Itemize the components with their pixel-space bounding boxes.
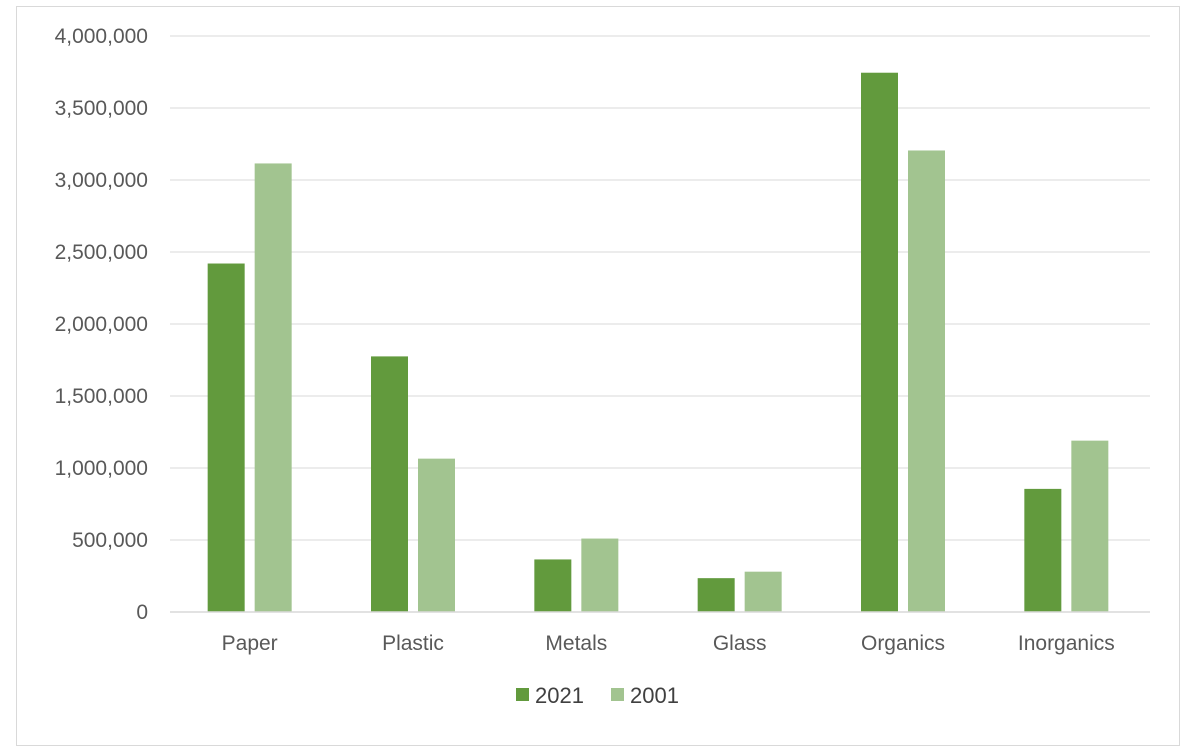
bar-organics-2021 <box>861 72 898 613</box>
legend-swatch-2001 <box>611 688 624 701</box>
bar-plastic-2021 <box>371 356 408 612</box>
bar-glass-2001 <box>744 571 782 612</box>
bar-paper-2001 <box>254 163 292 612</box>
x-category-label: Metals <box>545 632 607 655</box>
bar-metals-2001 <box>581 538 619 612</box>
bar-metals-2021 <box>534 559 572 612</box>
x-category-label: Organics <box>861 632 945 655</box>
y-tick-label: 2,500,000 <box>55 241 148 264</box>
x-category-label: Inorganics <box>1018 632 1115 655</box>
gridlines <box>170 35 1150 541</box>
legend-swatch-2021 <box>516 688 529 701</box>
legend-label-2001: 2001 <box>630 683 679 708</box>
bar-plastic-2001 <box>418 458 455 612</box>
bar-organics-2001 <box>908 150 945 613</box>
x-category-label: Plastic <box>382 632 444 655</box>
y-axis-tick-labels: 0 500,000 1,000,000 1,500,000 2,000,000 2,500… <box>55 25 148 624</box>
x-category-label: Glass <box>713 632 767 655</box>
legend: 2021 2001 <box>516 683 679 708</box>
x-axis-category-labels: Paper Plastic Metals Glass Organics Inorganic… <box>222 632 1115 655</box>
y-tick-label: 2,000,000 <box>55 313 148 336</box>
y-tick-label: 0 <box>136 601 148 624</box>
y-tick-label: 3,500,000 <box>55 97 148 120</box>
bar-paper-2021 <box>207 263 245 612</box>
bars <box>207 72 1109 613</box>
bar-inorganics-2001 <box>1071 440 1109 612</box>
y-tick-label: 3,000,000 <box>55 169 148 192</box>
legend-label-2021: 2021 <box>535 683 584 708</box>
y-tick-label: 1,000,000 <box>55 457 148 480</box>
y-tick-label: 1,500,000 <box>55 385 148 408</box>
bar-glass-2021 <box>697 578 735 612</box>
x-category-label: Paper <box>222 632 278 655</box>
y-tick-label: 4,000,000 <box>55 25 148 48</box>
y-tick-label: 500,000 <box>72 529 148 552</box>
bar-inorganics-2021 <box>1024 488 1062 612</box>
